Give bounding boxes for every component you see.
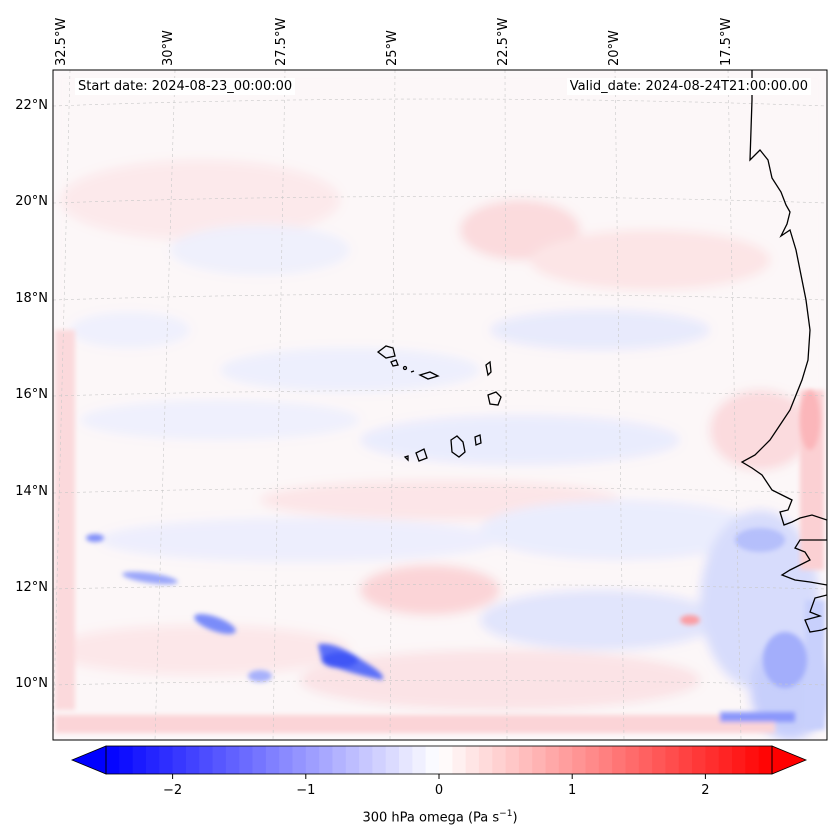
lat-label: 18°N [15,291,48,306]
lat-label: 16°N [15,387,48,402]
graticule [53,70,827,740]
africa-coastline [740,70,827,633]
colorbar-tick-label: −1 [296,783,316,798]
lat-label: 22°N [15,98,48,113]
valid-date-label: Valid_date: 2024-08-24T21:00:00.00 [566,78,811,95]
plot-frame [52,69,828,741]
lon-label: 20°W [607,30,622,66]
omega-map [52,69,828,741]
lon-label: 25°W [385,30,400,66]
colorbar-tick-label: 1 [568,783,577,798]
colorbar-tick-label: 2 [701,783,710,798]
colorbar-label: 300 hPa omega (Pa s−1) [362,809,518,826]
lon-label: 30°W [161,30,176,66]
lon-label: 17.5°W [719,17,734,66]
cape-verde-islands [376,345,502,462]
colorbar-extend-high [771,745,808,775]
lat-label: 20°N [15,194,48,209]
start-date-label: Start date: 2024-08-23_00:00:00 [75,78,296,95]
lat-label: 10°N [15,676,48,691]
lat-label: 14°N [15,484,48,499]
lon-label: 32.5°W [54,17,69,66]
lat-label: 12°N [15,580,48,595]
colorbar-extend-low [70,745,107,775]
omega-field [53,70,827,740]
colorbar-tick-label: −2 [163,783,183,798]
colorbar [70,745,808,779]
lon-label: 27.5°W [274,17,289,66]
colorbar-tick-label: 0 [434,783,444,798]
lon-label: 22.5°W [496,17,511,66]
